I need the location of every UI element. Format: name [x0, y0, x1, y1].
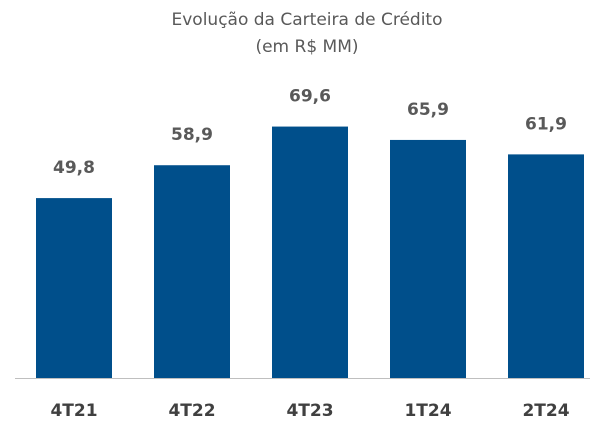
x-tick-label: 1T24: [404, 401, 451, 421]
x-tick-label: 4T21: [50, 401, 97, 421]
data-label: 65,9: [407, 100, 449, 120]
data-label: 58,9: [171, 125, 213, 145]
x-tick-label: 2T24: [522, 401, 569, 421]
data-label: 61,9: [525, 114, 567, 134]
bar: [272, 126, 348, 378]
x-tick-label: 4T22: [168, 401, 215, 421]
data-label: 69,6: [289, 87, 331, 107]
chart-title: Evolução da Carteira de Crédito: [172, 10, 443, 30]
bar: [36, 198, 112, 378]
data-label: 49,8: [53, 158, 95, 178]
bar: [390, 139, 466, 378]
bar: [154, 165, 230, 378]
chart-subtitle: (em R$ MM): [255, 37, 358, 57]
bar: [508, 154, 584, 378]
x-tick-label: 4T23: [286, 401, 333, 421]
